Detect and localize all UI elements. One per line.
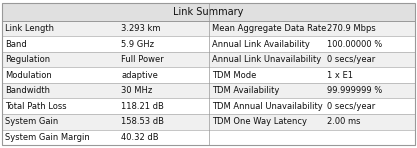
Bar	[2, 52, 415, 67]
Text: 158.53 dB: 158.53 dB	[121, 117, 164, 126]
Text: 118.21 dB: 118.21 dB	[121, 102, 164, 111]
Bar	[2, 130, 415, 145]
Text: TDM Annual Unavailability: TDM Annual Unavailability	[212, 102, 323, 111]
Text: Modulation: Modulation	[5, 71, 52, 80]
Text: Link Summary: Link Summary	[173, 7, 244, 17]
Text: Bandwidth: Bandwidth	[5, 86, 50, 95]
Text: 0 secs/year: 0 secs/year	[327, 102, 376, 111]
Bar	[2, 21, 415, 36]
Text: Regulation: Regulation	[5, 55, 50, 64]
Text: System Gain Margin: System Gain Margin	[5, 133, 90, 142]
Text: Total Path Loss: Total Path Loss	[5, 102, 67, 111]
Text: 1 x E1: 1 x E1	[327, 71, 354, 80]
Bar	[2, 36, 415, 52]
Bar	[2, 3, 415, 21]
Text: 100.00000 %: 100.00000 %	[327, 40, 383, 49]
Text: TDM Availability: TDM Availability	[212, 86, 279, 95]
Text: 0 secs/year: 0 secs/year	[327, 55, 376, 64]
Text: adaptive: adaptive	[121, 71, 158, 80]
Text: Full Power: Full Power	[121, 55, 164, 64]
Text: 2.00 ms: 2.00 ms	[327, 117, 361, 126]
Bar	[2, 67, 415, 83]
Text: 5.9 GHz: 5.9 GHz	[121, 40, 154, 49]
Text: Mean Aggregate Data Rate: Mean Aggregate Data Rate	[212, 24, 326, 33]
Text: 99.999999 %: 99.999999 %	[327, 86, 383, 95]
Bar	[2, 114, 415, 130]
Text: 3.293 km: 3.293 km	[121, 24, 161, 33]
Text: Annual Link Availability: Annual Link Availability	[212, 40, 310, 49]
Text: Link Length: Link Length	[5, 24, 55, 33]
Text: 270.9 Mbps: 270.9 Mbps	[327, 24, 376, 33]
Text: 40.32 dB: 40.32 dB	[121, 133, 158, 142]
Text: TDM Mode: TDM Mode	[212, 71, 256, 80]
Text: Band: Band	[5, 40, 27, 49]
Text: System Gain: System Gain	[5, 117, 59, 126]
Text: 30 MHz: 30 MHz	[121, 86, 152, 95]
Text: TDM One Way Latency: TDM One Way Latency	[212, 117, 307, 126]
Bar	[2, 98, 415, 114]
Bar	[2, 83, 415, 98]
Text: Annual Link Unavailability: Annual Link Unavailability	[212, 55, 321, 64]
